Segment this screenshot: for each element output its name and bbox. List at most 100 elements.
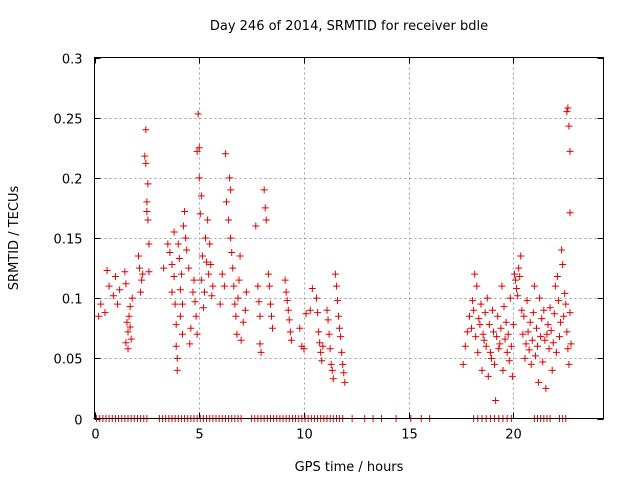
data-point [532, 324, 540, 332]
data-point [265, 282, 273, 290]
data-point [103, 266, 111, 274]
data-point [540, 306, 548, 314]
y-axis-label: SRMTID / TECUs [7, 186, 22, 291]
data-point [478, 366, 486, 374]
data-point [538, 315, 546, 323]
data-point [567, 340, 575, 348]
data-point [469, 297, 477, 305]
data-point [341, 378, 349, 386]
data-point [314, 309, 322, 317]
x-tick-label: 15 [401, 428, 418, 443]
data-point [499, 366, 507, 374]
data-point [508, 372, 516, 380]
data-point [556, 333, 564, 341]
data-point [332, 282, 340, 290]
data-point [554, 297, 562, 305]
data-point [331, 270, 339, 278]
data-point [493, 333, 501, 341]
data-point [191, 298, 199, 306]
data-point [255, 298, 263, 306]
data-point [264, 270, 272, 278]
data-point [242, 288, 250, 296]
data-point [547, 327, 555, 335]
data-point [549, 339, 557, 347]
data-point [194, 110, 202, 118]
data-point [145, 240, 153, 248]
data-point [566, 147, 574, 155]
data-point [563, 108, 571, 116]
x-axis-label: GPS time / hours [295, 460, 404, 475]
data-point [308, 285, 316, 293]
data-point [173, 354, 181, 362]
data-point [241, 306, 249, 314]
data-point [180, 222, 188, 230]
data-point [252, 222, 260, 230]
data-point [338, 348, 346, 356]
data-point [254, 282, 262, 290]
data-point [563, 328, 571, 336]
data-point [205, 270, 213, 278]
data-point [504, 330, 512, 338]
data-point [222, 198, 230, 206]
data-point [145, 268, 153, 276]
data-point [564, 345, 572, 353]
data-point [221, 150, 229, 158]
data-point [507, 342, 515, 350]
data-point [482, 342, 490, 350]
data-point [139, 270, 147, 278]
data-point [323, 306, 331, 314]
data-point [503, 348, 511, 356]
data-point [227, 186, 235, 194]
data-point [136, 264, 144, 272]
data-point [548, 366, 556, 374]
data-point [559, 260, 567, 268]
data-point [340, 369, 348, 377]
data-point [328, 366, 336, 374]
data-point [537, 333, 545, 341]
data-point [535, 378, 543, 386]
data-point [513, 285, 521, 293]
data-point [335, 312, 343, 320]
data-point [474, 348, 482, 356]
data-point [566, 309, 574, 317]
data-point [172, 342, 180, 350]
data-point [475, 315, 483, 323]
data-point [122, 339, 130, 347]
data-point [192, 312, 200, 320]
data-point [491, 360, 499, 368]
data-point [200, 288, 208, 296]
data-point [468, 324, 476, 332]
data-point [316, 339, 324, 347]
data-point [562, 300, 570, 308]
data-point [315, 328, 323, 336]
data-point [319, 342, 327, 350]
data-point [317, 348, 325, 356]
data-point [95, 312, 103, 320]
data-point [550, 310, 558, 318]
data-point [197, 192, 205, 200]
data-point [126, 303, 134, 311]
data-point [505, 357, 513, 365]
data-point [476, 321, 484, 329]
data-point [168, 288, 176, 296]
data-point [497, 324, 505, 332]
data-point [166, 248, 174, 256]
data-point [560, 312, 568, 320]
data-point [527, 360, 535, 368]
data-point [509, 321, 517, 329]
data-point [498, 282, 506, 290]
data-point [144, 180, 152, 188]
y-tick-label: 0 [74, 414, 82, 429]
data-point [206, 240, 214, 248]
data-point [266, 300, 274, 308]
data-point [199, 304, 207, 312]
data-point [552, 348, 560, 356]
data-point [109, 292, 117, 300]
data-point [520, 312, 528, 320]
data-point [256, 312, 264, 320]
data-point [178, 300, 186, 308]
y-tick-label: 0.3 [62, 53, 83, 68]
data-point [336, 324, 344, 332]
data-point [525, 346, 533, 354]
data-point [256, 340, 264, 348]
